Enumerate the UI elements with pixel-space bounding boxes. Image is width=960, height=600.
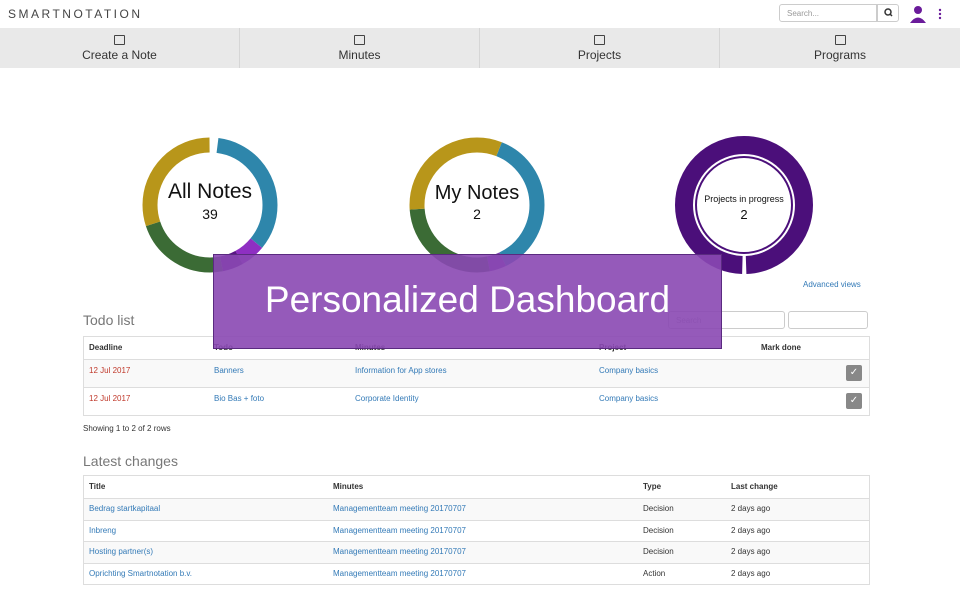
table-cell[interactable]: Oprichting Smartnotation b.v. [89,568,193,578]
table-cell: Decision [643,525,674,535]
table-toolbar[interactable] [788,311,868,329]
table-header: Title Minutes Type Last change [84,476,869,498]
table-cell: 2 days ago [731,525,771,535]
table-row: Inbreng Managementteam meeting 20170707 De… [84,519,869,542]
nav-icon [114,35,125,45]
overlay-banner: Personalized Dashboard [213,254,722,349]
table-row: 12 Jul 2017 Bio Bas + foto Corporate Ident… [84,387,869,415]
section-title: Latest changes [83,453,178,469]
changes-table: Title Minutes Type Last change Bedrag startk… [83,475,870,585]
table-cell: 12 Jul 2017 [89,366,131,375]
mark-done-button[interactable]: ✓ [846,365,862,381]
nav-item[interactable]: Create a Note [0,28,240,68]
table-row: 12 Jul 2017 Banners Information for App st… [84,359,869,387]
nav-label: Programs [813,48,866,62]
widget-count: 2 [740,207,748,222]
table-cell[interactable]: Managementteam meeting 20170707 [333,504,466,514]
search-input[interactable]: Search... [779,4,877,22]
nav-icon [354,35,365,45]
search-button[interactable] [877,4,899,22]
widget-label: My Notes [434,182,520,204]
table-cell: Decision [643,547,674,557]
table-cell[interactable]: Hosting partner(s) [89,547,154,557]
advanced-views[interactable]: Advanced views [803,280,861,289]
nav-icon [594,35,605,45]
table-cell[interactable]: Company basics [599,394,659,403]
nav-label: Projects [577,48,622,62]
nav-label: Create a Note [82,48,157,62]
mark-done-button[interactable]: ✓ [846,393,862,409]
donut-my-notes [409,137,545,273]
table-cell: 2 days ago [731,568,771,578]
user-avatar[interactable] [908,4,928,24]
section-title: Todo list [83,312,135,328]
table-cell[interactable]: Bio Bas + foto [214,394,265,403]
widget-label: All Notes [167,180,253,203]
todo-footer: Showing 1 to 2 of 2 rows [83,424,171,433]
table-row: Oprichting Smartnotation b.v. Managementt… [84,562,869,585]
widget-count: 39 [202,206,218,222]
table-cell[interactable]: Information for App stores [355,366,447,375]
nav-label: Minutes [338,48,381,62]
column-header[interactable]: Deadline [89,343,123,352]
column-header[interactable]: Type [643,482,662,491]
donut-all-notes [142,137,278,273]
table-cell: 2 days ago [731,547,771,557]
column-header[interactable]: Mark done [761,343,802,352]
nav-item[interactable]: Minutes [240,28,480,68]
table-cell[interactable]: Company basics [599,366,659,375]
table-cell[interactable]: Bedrag startkapitaal [89,504,161,514]
table-cell: Action [643,568,666,578]
table-cell[interactable]: Managementteam meeting 20170707 [333,525,466,535]
nav-item[interactable]: Programs [720,28,960,68]
table-cell: Decision [643,504,674,514]
widget-count: 2 [473,206,481,222]
donut-projects [675,136,813,274]
table-cell: 12 Jul 2017 [89,394,131,403]
brand: SMARTNOTATION [8,7,143,21]
column-header[interactable]: Title [89,482,106,491]
table-cell[interactable]: Inbreng [89,525,117,535]
table-cell: 2 days ago [731,504,771,514]
table-row: Bedrag startkapitaal Managementteam meeti… [84,498,869,520]
widget-label: Projects in progress [704,194,784,204]
nav-item[interactable]: Projects [480,28,720,68]
search-icon [884,8,893,17]
table-row: Hosting partner(s) Managementteam meeting… [84,541,869,563]
table-cell[interactable]: Managementteam meeting 20170707 [333,547,466,557]
table-cell[interactable]: Banners [214,366,244,375]
column-header[interactable]: Minutes [333,482,364,491]
table-cell[interactable]: Corporate Identity [355,394,419,403]
table-cell[interactable]: Managementteam meeting 20170707 [333,568,466,578]
column-header[interactable]: Last change [731,482,778,491]
nav-icon [834,35,846,45]
menu-dots[interactable] [937,8,943,20]
